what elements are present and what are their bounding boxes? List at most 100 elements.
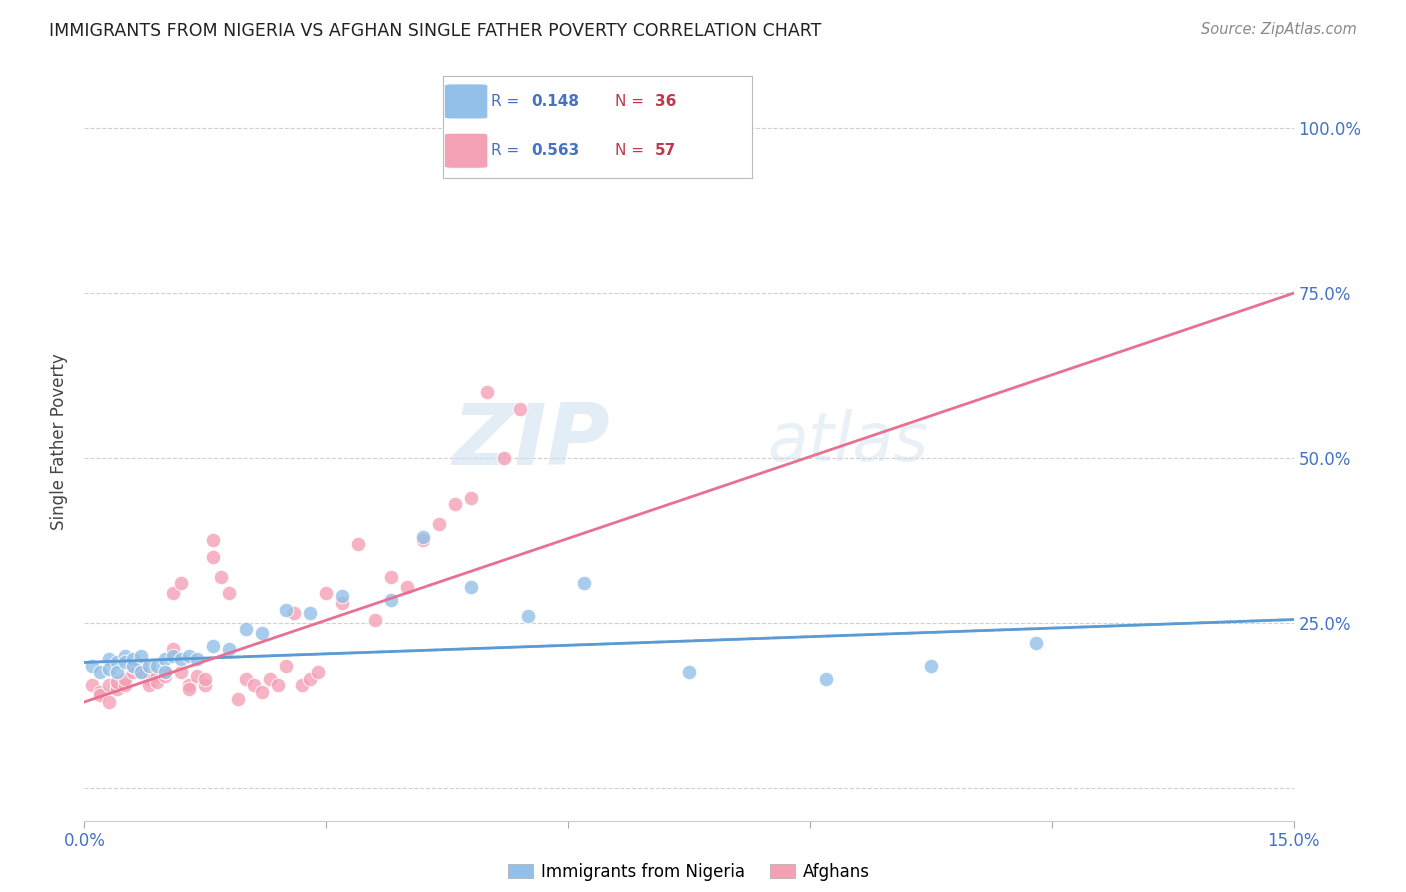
Point [138, 658, 160, 673]
Point [138, 672, 160, 686]
Point [97, 678, 120, 692]
Point [330, 596, 353, 610]
Point [235, 623, 257, 637]
Point [1025, 635, 1047, 649]
Point [202, 639, 225, 653]
Point [226, 691, 249, 706]
Point [516, 609, 538, 624]
Point [427, 516, 450, 531]
Text: 36: 36 [655, 94, 676, 109]
Point [814, 672, 837, 686]
Point [105, 656, 128, 670]
Point [315, 586, 337, 600]
Point [129, 665, 152, 680]
Point [138, 678, 160, 692]
Point [146, 668, 169, 682]
Point [202, 549, 225, 564]
Point [572, 576, 595, 591]
Point [114, 678, 136, 692]
Point [194, 678, 217, 692]
Point [129, 648, 152, 663]
Point [218, 586, 240, 600]
Point [114, 656, 136, 670]
Point [121, 658, 143, 673]
Point [146, 658, 169, 673]
Point [97, 652, 120, 666]
Text: 0.148: 0.148 [531, 94, 579, 109]
Point [533, 141, 555, 155]
Point [267, 678, 290, 692]
Point [114, 648, 136, 663]
Point [162, 642, 184, 657]
Point [259, 672, 281, 686]
Text: N =: N = [614, 94, 648, 109]
Point [179, 678, 201, 692]
Point [89, 665, 111, 680]
Point [307, 665, 329, 680]
Point [347, 537, 370, 551]
Point [412, 533, 434, 548]
Point [162, 586, 184, 600]
Point [209, 570, 232, 584]
Point [299, 672, 322, 686]
Text: ZIP: ZIP [453, 400, 610, 483]
Point [179, 648, 201, 663]
Point [97, 662, 120, 676]
Point [283, 606, 305, 620]
Y-axis label: Single Father Poverty: Single Father Poverty [51, 353, 69, 530]
FancyBboxPatch shape [444, 133, 488, 168]
FancyBboxPatch shape [444, 84, 488, 119]
Point [363, 613, 385, 627]
Point [170, 652, 193, 666]
Point [250, 685, 273, 699]
Point [395, 580, 418, 594]
Point [235, 672, 257, 686]
Point [170, 665, 193, 680]
Point [330, 590, 353, 604]
Point [460, 580, 482, 594]
Point [492, 450, 515, 465]
Point [89, 685, 111, 699]
Point [170, 576, 193, 591]
Point [460, 491, 482, 505]
Point [242, 678, 264, 692]
Point [105, 681, 128, 696]
Point [274, 602, 297, 616]
Point [153, 665, 176, 680]
Point [299, 606, 322, 620]
Text: IMMIGRANTS FROM NIGERIA VS AFGHAN SINGLE FATHER POVERTY CORRELATION CHART: IMMIGRANTS FROM NIGERIA VS AFGHAN SINGLE… [49, 22, 821, 40]
Point [920, 658, 942, 673]
Point [129, 665, 152, 680]
Point [121, 665, 143, 680]
Text: atlas: atlas [768, 409, 928, 475]
Point [380, 570, 402, 584]
Point [179, 681, 201, 696]
Point [186, 668, 208, 682]
Point [274, 658, 297, 673]
Point [509, 401, 531, 416]
Text: R =: R = [491, 144, 524, 158]
Text: Source: ZipAtlas.com: Source: ZipAtlas.com [1201, 22, 1357, 37]
Point [218, 642, 240, 657]
Point [105, 675, 128, 690]
Point [121, 658, 143, 673]
Point [202, 533, 225, 548]
Point [678, 665, 700, 680]
Point [250, 625, 273, 640]
Point [82, 678, 104, 692]
Point [412, 530, 434, 544]
Point [105, 665, 128, 680]
Point [129, 658, 152, 673]
Point [162, 648, 184, 663]
Text: 57: 57 [655, 144, 676, 158]
Point [97, 695, 120, 709]
Text: N =: N = [614, 144, 648, 158]
Point [186, 652, 208, 666]
Point [114, 672, 136, 686]
Point [121, 652, 143, 666]
Point [82, 658, 104, 673]
Legend: Immigrants from Nigeria, Afghans: Immigrants from Nigeria, Afghans [508, 863, 870, 880]
Point [194, 672, 217, 686]
Point [444, 497, 467, 511]
Point [380, 592, 402, 607]
